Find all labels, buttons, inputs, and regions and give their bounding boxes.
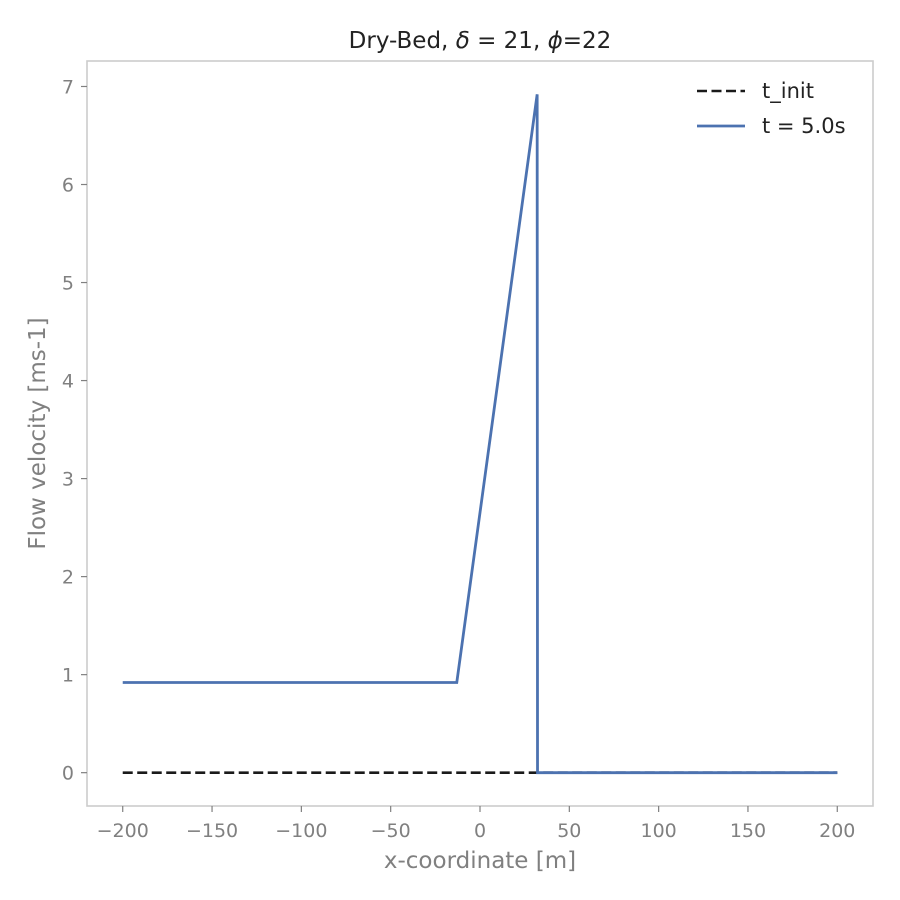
x-tick-label: 0	[474, 820, 486, 842]
y-tick-label: 4	[62, 371, 74, 393]
x-tick-label: −150	[186, 820, 238, 842]
x-tick-label: −50	[371, 820, 411, 842]
y-tick-label: 6	[62, 175, 74, 197]
title-separator: ,	[533, 28, 548, 54]
title-phi-equals: =	[563, 28, 582, 54]
y-tick-label: 0	[62, 763, 74, 785]
x-tick-label: 50	[557, 820, 581, 842]
title-phi-value: 22	[582, 28, 611, 54]
y-tick-label: 2	[62, 567, 74, 589]
title-delta-value: 21	[504, 28, 533, 54]
x-tick-label: 150	[730, 820, 766, 842]
series-line-t-5-0s	[122, 94, 838, 775]
y-tick-label: 1	[62, 665, 74, 687]
plot-frame	[86, 60, 874, 807]
x-tick-label: −100	[275, 820, 327, 842]
title-delta-equals: =	[470, 28, 504, 54]
svg-text:Dry-Bed, δ = 21, ϕ=22: Dry-Bed, δ = 21, ϕ=22	[349, 28, 612, 54]
y-tick-label: 5	[62, 273, 74, 295]
x-tick-label: −200	[97, 820, 149, 842]
y-axis-label: Flow velocity [ms-1]	[25, 317, 51, 549]
y-tick-label: 3	[62, 469, 74, 491]
legend-label: t = 5.0s	[762, 114, 846, 138]
x-axis-ticks: −200 −150 −100 −50 0 50 100 150 200	[97, 806, 855, 842]
title-phi-symbol: ϕ	[548, 28, 563, 54]
chart-title: Dry-Bed, δ = 21, ϕ=22	[349, 28, 612, 54]
x-axis-label: x-coordinate [m]	[384, 848, 576, 874]
x-tick-label: 200	[819, 820, 855, 842]
y-axis-ticks: 0 1 2 3 4 5 6 7	[62, 76, 87, 785]
title-delta-symbol: δ	[456, 28, 470, 54]
title-prefix: Dry-Bed,	[349, 28, 456, 54]
y-tick-label: 7	[62, 76, 74, 98]
series-lines	[122, 94, 838, 775]
x-tick-label: 100	[641, 820, 677, 842]
legend-label: t_init	[762, 79, 814, 104]
